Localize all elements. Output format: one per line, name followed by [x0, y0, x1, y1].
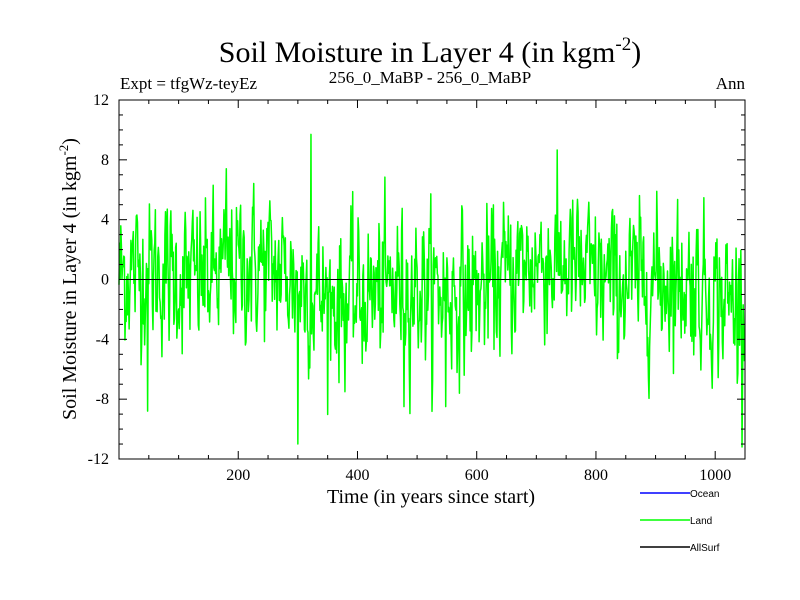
- y-tick-label: -4: [96, 331, 109, 348]
- y-tick-label: -8: [96, 391, 109, 408]
- x-axis-label: Time (in years since start): [327, 486, 535, 508]
- series-layer: [118, 133, 746, 448]
- y-tick-label: 12: [93, 92, 109, 109]
- x-tick-label: 600: [465, 467, 489, 484]
- y-axis-label-superscript: -2: [56, 145, 71, 156]
- legend-label-land: Land: [690, 516, 712, 527]
- y-axis-label-suffix: ): [59, 138, 81, 145]
- chart-title-suffix: ): [631, 36, 641, 69]
- series-line-land: [118, 133, 746, 448]
- x-tick-label: 1000: [699, 467, 731, 484]
- legend-label-ocean: Ocean: [690, 489, 719, 500]
- y-tick-label: 4: [101, 212, 109, 229]
- y-tick-label: 0: [101, 272, 109, 289]
- legend: Ocean Land AllSurf: [640, 489, 720, 554]
- x-tick-label: 400: [345, 467, 369, 484]
- y-tick-label: 8: [101, 152, 109, 169]
- chart-title-main: Soil Moisture in Layer 4 (in kgm: [219, 36, 616, 69]
- y-axis-label: Soil Moisture in Layer 4 (in kgm-2): [56, 138, 81, 420]
- y-axis-label-main: Soil Moisture in Layer 4 (in kgm: [59, 155, 81, 420]
- axis-ticks: 200 400 600 800 1000 -12 -8 -4 0 4 8 12: [88, 92, 745, 484]
- experiment-label: Expt = tfgWz-teyEz: [120, 74, 257, 93]
- x-tick-label: 200: [226, 467, 250, 484]
- x-tick-label: 800: [584, 467, 608, 484]
- experiment-comparison-label: 256_0_MaBP - 256_0_MaBP: [329, 68, 531, 87]
- plot-frame: [118, 99, 746, 460]
- legend-label-allsurf: AllSurf: [690, 543, 720, 554]
- y-tick-label: -12: [88, 451, 109, 468]
- chart-title-superscript: -2: [615, 34, 631, 55]
- season-label: Ann: [716, 74, 746, 93]
- chart-title: Soil Moisture in Layer 4 (in kgm-2): [219, 34, 641, 69]
